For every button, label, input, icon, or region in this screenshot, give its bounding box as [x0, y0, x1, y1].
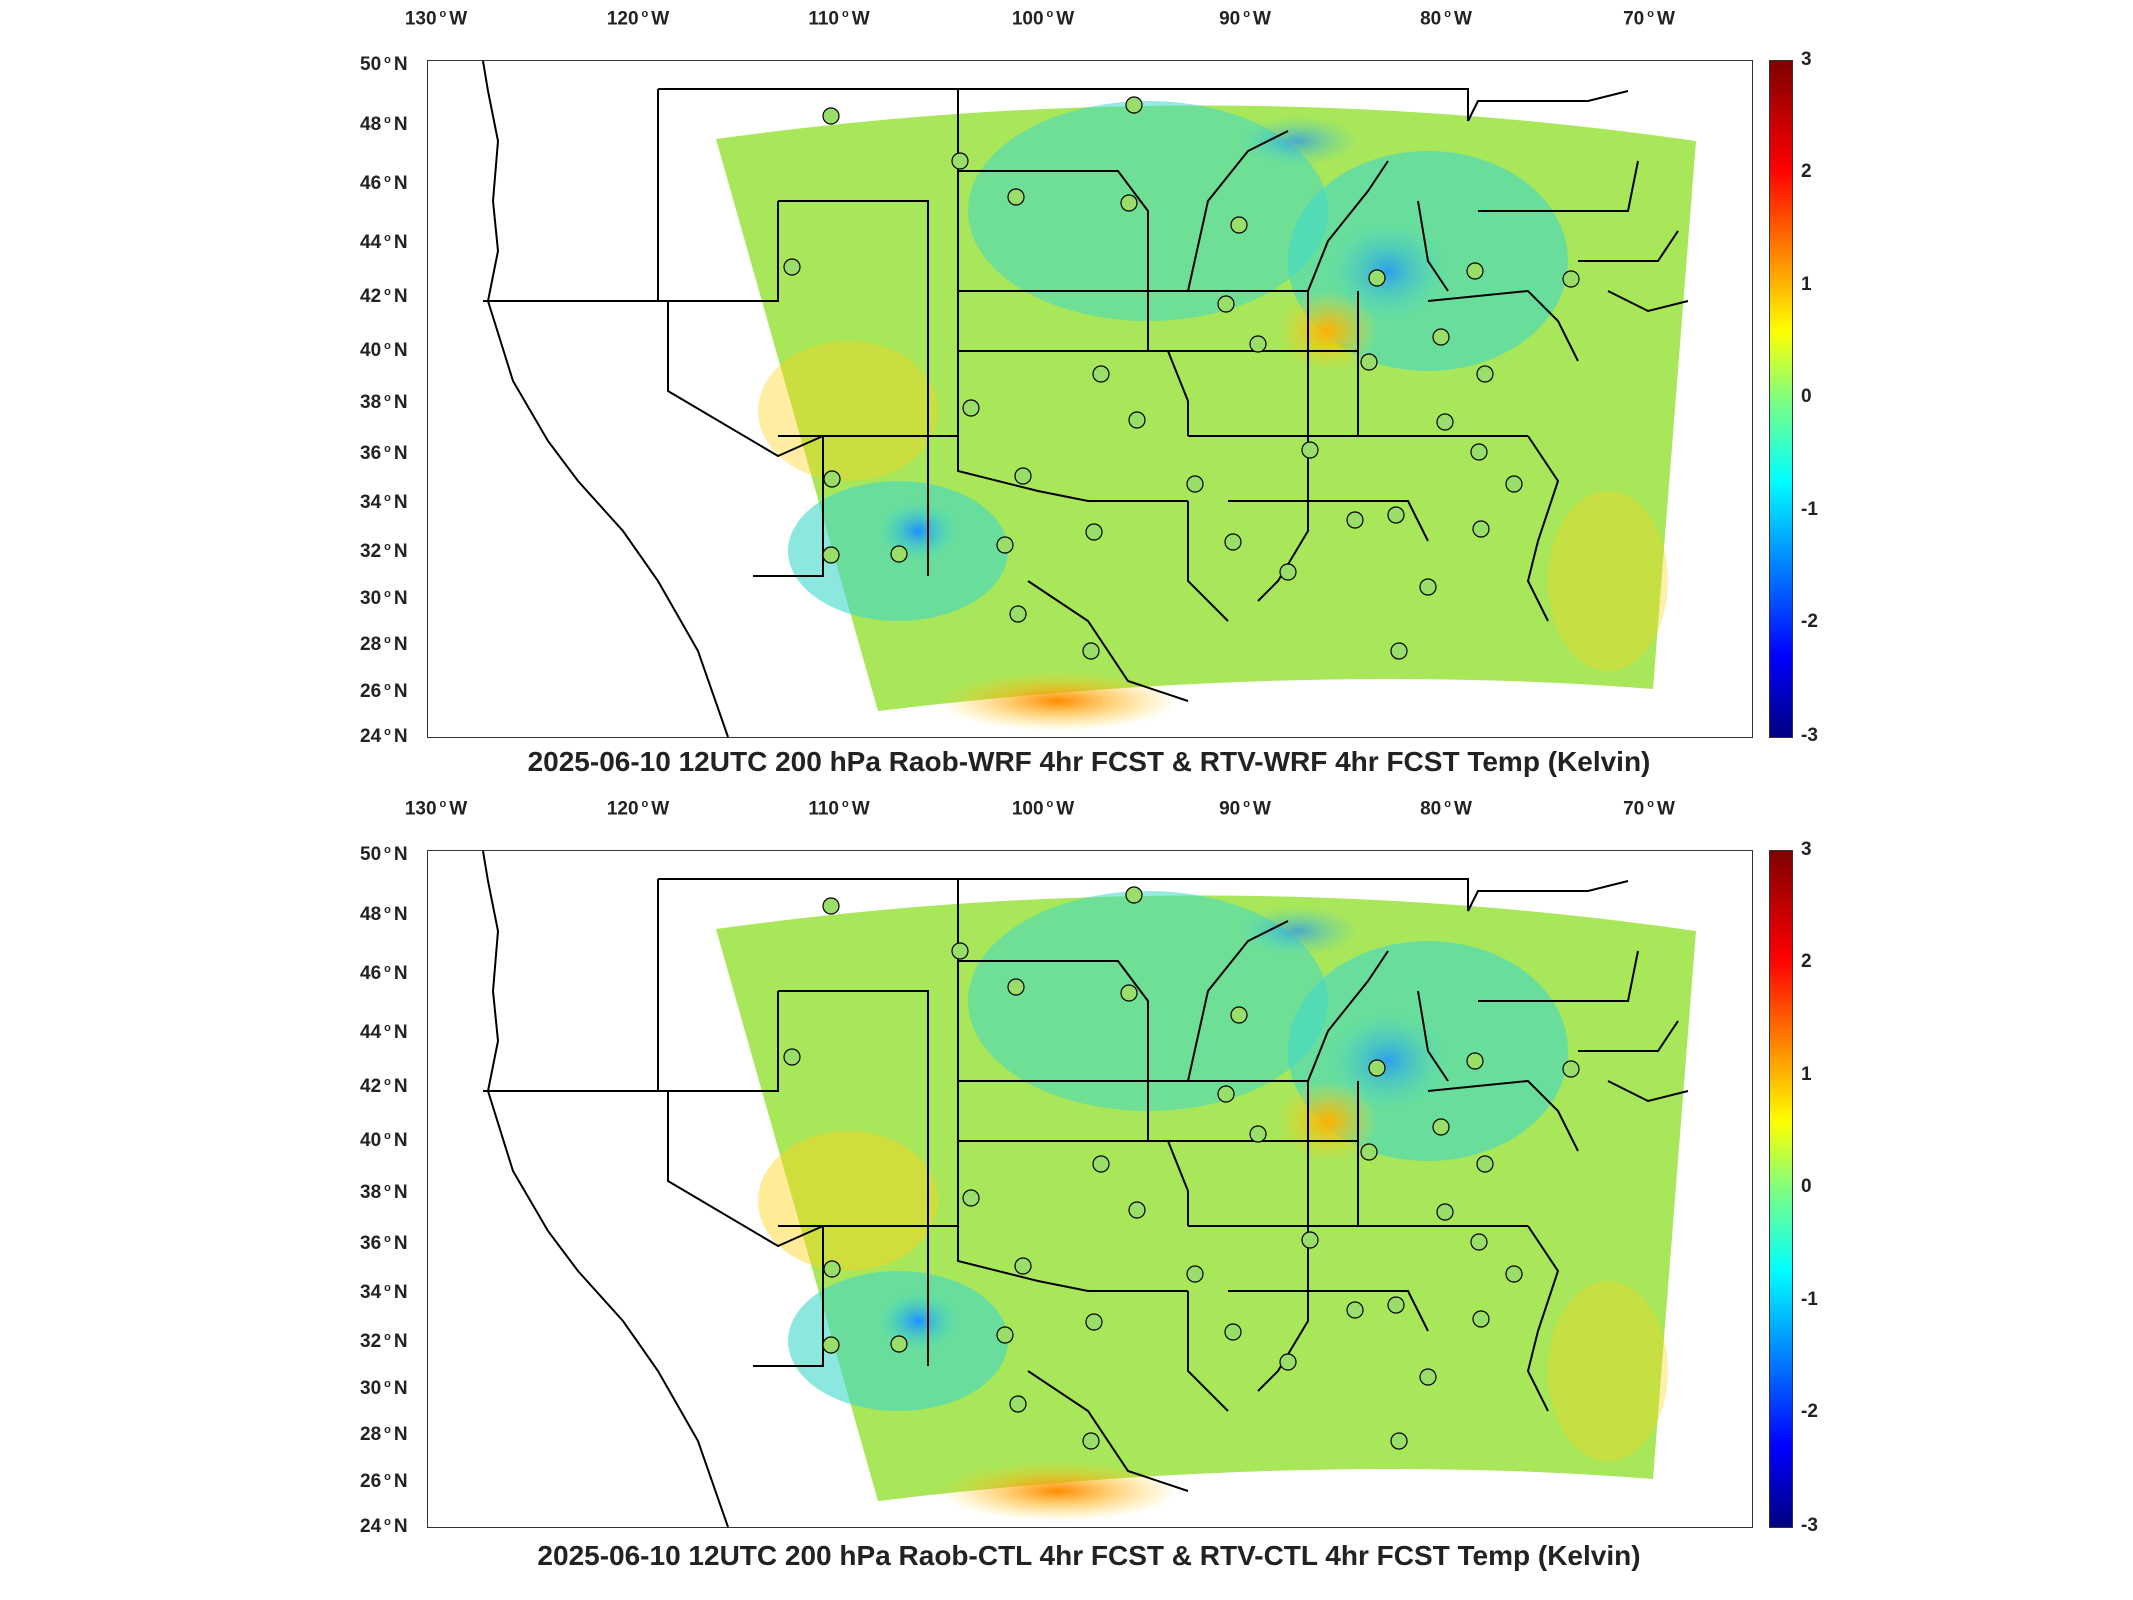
longitude-tick-label: 70 o W	[1623, 798, 1675, 820]
latitude-tick-label: 38 o N	[360, 391, 408, 414]
longitude-tick-label: 130 o W	[404, 798, 468, 820]
longitude-tick-label: 130 o W	[404, 8, 468, 30]
colorbar-tick-label: 1	[1801, 274, 1812, 295]
latitude-tick-label: 48 o N	[360, 113, 408, 136]
longitude-tick-label: 80 o W	[1420, 8, 1472, 30]
latitude-tick-label: 42 o N	[360, 1075, 408, 1098]
panel-caption: 2025-06-10 12UTC 200 hPa Raob-CTL 4hr FC…	[537, 1540, 1641, 1571]
latitude-tick-label: 36 o N	[360, 442, 408, 465]
latitude-tick-label: 34 o N	[360, 1281, 408, 1304]
longitude-tick-label: 90 o W	[1219, 798, 1271, 820]
latitude-tick-label: 40 o N	[360, 339, 408, 362]
latitude-tick-label: 50 o N	[360, 843, 408, 866]
latitude-tick-label: 28 o N	[360, 1423, 408, 1446]
colorbar-tick-label: 3	[1801, 49, 1812, 70]
colorbar-tick-label: -1	[1801, 499, 1818, 520]
colorbar-tick-label: 3	[1801, 839, 1812, 860]
map-plot-area	[427, 60, 1753, 738]
latitude-tick-label: 40 o N	[360, 1129, 408, 1152]
colorbar-tick-label: 2	[1801, 161, 1812, 182]
latitude-tick-label: 26 o N	[360, 1470, 408, 1493]
latitude-tick-label: 46 o N	[360, 962, 408, 985]
longitude-tick-label: 120 o W	[606, 798, 670, 820]
latitude-tick-label: 34 o N	[360, 491, 408, 514]
colorbar-tick-label: -2	[1801, 611, 1818, 632]
latitude-tick-label: 46 o N	[360, 172, 408, 195]
colorbar-tick-label: 0	[1801, 386, 1812, 407]
longitude-tick-label: 80 o W	[1420, 798, 1472, 820]
latitude-tick-label: 38 o N	[360, 1181, 408, 1204]
longitude-tick-label: 110 o W	[808, 8, 870, 30]
latitude-tick-label: 36 o N	[360, 1232, 408, 1255]
longitude-tick-label: 100 o W	[1011, 8, 1075, 30]
map-panel-top: 130 o W 120 o W 110 o W 100 o W 90 o W 80 o W 70 o W 50 o N 48 o…	[0, 0, 2133, 790]
map-plot-area	[427, 850, 1753, 1528]
latitude-tick-label: 42 o N	[360, 285, 408, 308]
map-svg	[482, 851, 1696, 1527]
latitude-tick-label: 30 o N	[360, 587, 408, 610]
colorbar-tick-label: 0	[1801, 1176, 1812, 1197]
colorbar-tick-label: -2	[1801, 1401, 1818, 1422]
temperature-field	[716, 891, 1696, 1521]
longitude-tick-label: 120 o W	[606, 8, 670, 30]
longitude-tick-label: 70 o W	[1623, 8, 1675, 30]
longitude-tick-label: 90 o W	[1219, 8, 1271, 30]
raob-stations	[783, 886, 1580, 1450]
latitude-tick-label: 50 o N	[360, 53, 408, 76]
map-svg	[482, 61, 1696, 737]
colorbar-tick-label: -3	[1801, 725, 1818, 746]
colorbar-tick-label: 2	[1801, 951, 1812, 972]
boundaries	[482, 851, 1689, 1527]
longitude-tick-label: 110 o W	[808, 798, 870, 820]
latitude-tick-label: 26 o N	[360, 680, 408, 703]
colorbar-tick-label: 1	[1801, 1064, 1812, 1085]
colorbar-tick-label: -3	[1801, 1515, 1818, 1536]
latitude-tick-label: 32 o N	[360, 540, 408, 563]
colorbar-tick-label: -1	[1801, 1289, 1818, 1310]
map-panel-bottom: 130 o W 120 o W 110 o W 100 o W 90 o W 80 o W 70 o W 50 o N 48 o…	[0, 790, 2133, 1600]
latitude-tick-label: 32 o N	[360, 1330, 408, 1353]
latitude-tick-label: 48 o N	[360, 903, 408, 926]
raob-stations	[783, 96, 1580, 660]
temperature-field	[716, 101, 1696, 731]
panel-caption: 2025-06-10 12UTC 200 hPa Raob-WRF 4hr FC…	[527, 746, 1651, 777]
latitude-tick-label: 28 o N	[360, 633, 408, 656]
latitude-tick-label: 44 o N	[360, 231, 408, 254]
colorbar	[1769, 60, 1793, 738]
latitude-tick-label: 44 o N	[360, 1021, 408, 1044]
latitude-tick-label: 24 o N	[360, 725, 408, 748]
longitude-tick-label: 100 o W	[1011, 798, 1075, 820]
colorbar	[1769, 850, 1793, 1528]
latitude-tick-label: 24 o N	[360, 1515, 408, 1538]
latitude-tick-label: 30 o N	[360, 1377, 408, 1400]
boundaries	[482, 61, 1689, 737]
